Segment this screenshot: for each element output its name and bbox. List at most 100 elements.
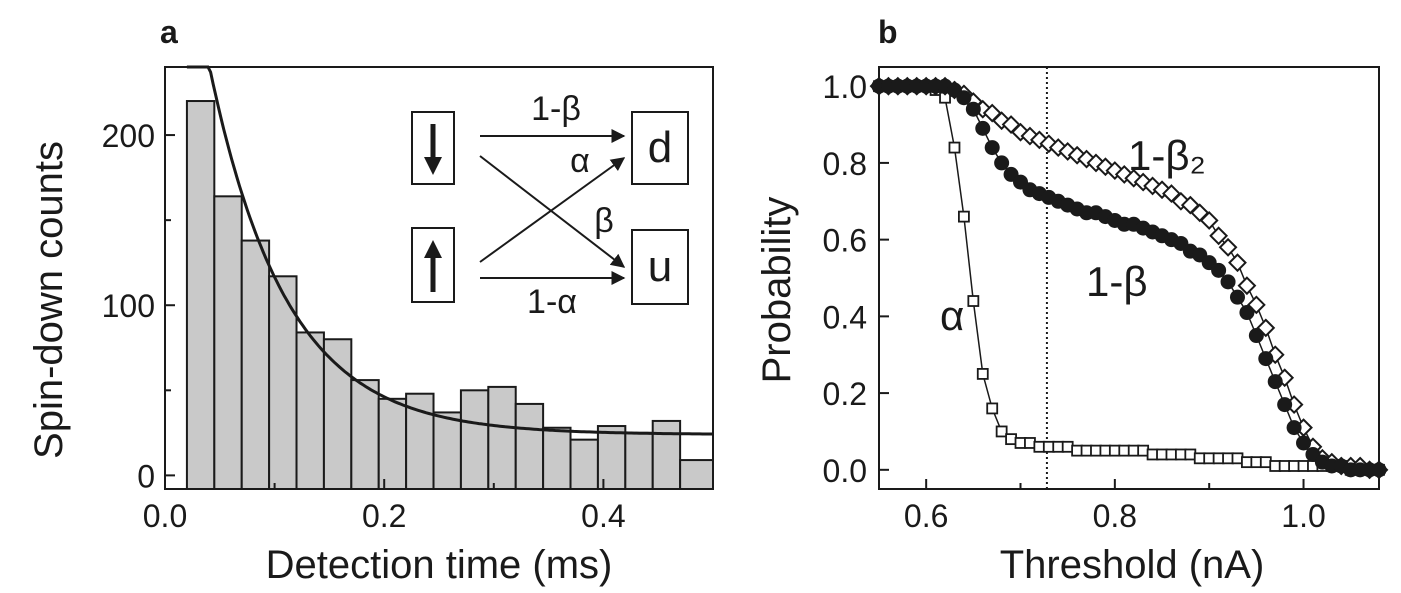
point-alpha — [1288, 460, 1300, 472]
histogram-bar — [350, 379, 380, 490]
y-tick-label: 200 — [102, 118, 155, 154]
point-1-beta2 — [1256, 318, 1276, 338]
histogram-bar — [596, 425, 627, 490]
histogram-bar — [487, 385, 517, 490]
point-alpha — [1241, 456, 1253, 469]
panel-b-ylabel: Probability — [755, 197, 799, 384]
annotation-1-beta2: 1-β₂ — [1128, 132, 1206, 179]
point-1-beta — [1258, 351, 1274, 367]
y-tick-label: 0.8 — [823, 146, 867, 182]
x-tick-label: 0.4 — [581, 498, 625, 534]
point-alpha — [1052, 440, 1065, 453]
histogram-bar — [569, 438, 599, 491]
point-1-beta2 — [1096, 157, 1115, 177]
histogram-bar — [542, 426, 572, 491]
histogram-bar — [514, 402, 545, 490]
panel-b-frame — [878, 66, 1380, 490]
point-alpha — [1146, 448, 1159, 461]
point-1-beta2 — [1048, 138, 1068, 157]
outcome-u-box — [631, 229, 689, 305]
point-1-beta2 — [1152, 180, 1172, 200]
point-alpha — [976, 368, 989, 380]
point-alpha — [1033, 440, 1046, 453]
point-1-beta2 — [1209, 226, 1229, 246]
histogram-bar — [185, 100, 216, 490]
histogram-bar — [377, 397, 408, 490]
histogram-bar — [679, 459, 714, 490]
point-alpha — [1061, 440, 1074, 453]
point-1-beta2 — [1029, 130, 1049, 150]
panel-a-letter: a — [160, 14, 178, 50]
point-alpha — [1137, 444, 1150, 457]
panel-a-frame — [164, 66, 714, 490]
y-tick-label: 0.4 — [823, 299, 867, 335]
point-1-beta2 — [1237, 276, 1257, 296]
point-alpha — [1118, 444, 1131, 457]
point-alpha — [1014, 437, 1027, 449]
point-1-beta2 — [1011, 122, 1030, 142]
y-tick-label: 0 — [137, 458, 155, 494]
point-alpha — [1222, 452, 1234, 465]
point-alpha — [1174, 448, 1187, 461]
histogram-bar — [432, 411, 462, 491]
point-1-beta — [1248, 328, 1264, 344]
point-alpha — [1203, 452, 1216, 465]
point-alpha — [958, 210, 970, 223]
point-1-beta2 — [1105, 161, 1125, 180]
panel-a-fit-curve — [186, 65, 713, 436]
label-beta: β — [594, 202, 614, 240]
point-1-beta2 — [1228, 253, 1247, 273]
point-1-beta2 — [1199, 211, 1219, 230]
up-arrow-icon — [424, 240, 442, 292]
outcome-u-label: u — [648, 242, 672, 291]
histogram-bar — [295, 331, 325, 490]
panel-a-xlabel: Detection time (ms) — [266, 543, 613, 587]
point-alpha — [1259, 456, 1272, 469]
x-tick-label: 0.2 — [362, 498, 406, 534]
histogram-bar — [213, 195, 243, 491]
label-1-alpha: 1-α — [527, 283, 577, 321]
panel-b-xlabel: Threshold (nA) — [1000, 543, 1265, 587]
point-alpha — [1212, 452, 1225, 465]
panel-a-ylabel: Spin-down counts — [27, 141, 71, 459]
point-1-beta2 — [1077, 149, 1096, 169]
point-alpha — [1156, 448, 1168, 461]
panel-b-letter: b — [878, 14, 898, 50]
y-tick-label: 100 — [102, 288, 155, 324]
panel-a-ticks: 0.0 0.2 0.4 0 100 200 — [102, 118, 626, 534]
point-alpha — [1231, 452, 1244, 465]
histogram-bar — [322, 338, 353, 490]
point-1-beta2 — [1171, 191, 1191, 211]
point-1-beta — [975, 120, 991, 136]
x-tick-label: 0.0 — [143, 498, 187, 534]
point-alpha — [1250, 456, 1263, 469]
annotation-alpha: α — [940, 292, 964, 339]
outcome-d-box — [631, 111, 689, 185]
down-arrow-icon — [424, 124, 442, 175]
point-alpha — [1165, 448, 1178, 461]
point-alpha — [948, 141, 961, 154]
y-tick-label: 0.2 — [823, 376, 867, 412]
point-alpha — [1080, 444, 1093, 457]
histogram-bar — [459, 389, 490, 491]
panel-b-ticks: 0.6 0.8 1.0 0.0 0.2 0.4 0.6 0.8 1.0 — [823, 69, 1326, 534]
readout-diagram: d u 1-β α β 1-α — [411, 90, 689, 321]
point-alpha — [1099, 444, 1112, 457]
histogram-bar — [624, 431, 654, 490]
point-alpha — [1297, 460, 1310, 472]
x-tick-label: 0.8 — [1093, 498, 1137, 534]
label-1-beta: 1-β — [531, 90, 581, 128]
point-alpha — [1184, 448, 1197, 461]
point-1-beta — [1296, 435, 1312, 451]
point-alpha — [995, 425, 1008, 438]
point-1-beta2 — [1124, 168, 1144, 188]
point-alpha — [1005, 433, 1017, 446]
y-tick-label: 0.6 — [823, 223, 867, 259]
x-tick-label: 1.0 — [1281, 498, 1325, 534]
point-1-beta — [984, 140, 1000, 156]
histogram-bar — [240, 239, 271, 490]
point-1-beta — [956, 90, 972, 106]
panel-a: a 0.0 0.2 0.4 0 100 200 Detection time (ms) S… — [27, 14, 714, 587]
point-alpha — [1127, 444, 1140, 457]
